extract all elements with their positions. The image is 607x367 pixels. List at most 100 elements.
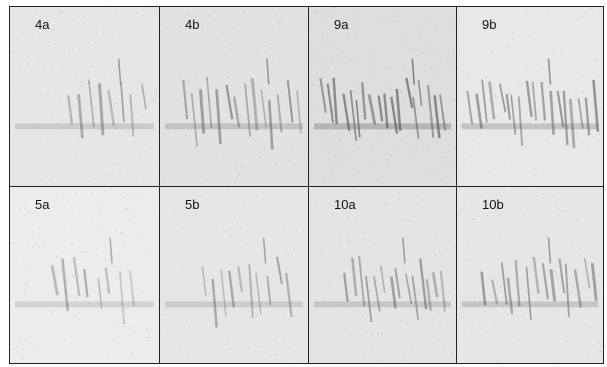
noise-speckle xyxy=(506,46,508,48)
noise-speckle xyxy=(521,83,523,85)
noise-speckle xyxy=(427,83,429,85)
noise-speckle xyxy=(590,113,592,115)
noise-speckle xyxy=(511,27,513,29)
noise-speckle xyxy=(588,79,590,82)
noise-speckle xyxy=(550,17,552,19)
noise-speckle xyxy=(68,239,70,241)
peak-stroke xyxy=(262,237,267,264)
noise-speckle xyxy=(100,279,102,281)
noise-speckle xyxy=(163,78,165,80)
noise-speckle xyxy=(421,306,423,308)
noise-speckle xyxy=(102,22,105,24)
noise-speckle xyxy=(210,138,212,140)
noise-speckle xyxy=(527,242,529,244)
noise-speckle xyxy=(245,114,247,116)
noise-speckle xyxy=(536,195,538,197)
note-stroke xyxy=(475,93,483,129)
low-frequency-band xyxy=(14,123,155,130)
noise-speckle xyxy=(430,41,432,43)
noise-speckle xyxy=(529,36,531,38)
noise-speckle xyxy=(363,188,365,190)
noise-speckle xyxy=(116,332,118,334)
noise-speckle xyxy=(337,74,339,76)
noise-speckle xyxy=(404,107,406,109)
noise-speckle xyxy=(588,145,590,147)
noise-speckle xyxy=(226,184,228,186)
noise-speckle xyxy=(526,132,528,134)
noise-speckle xyxy=(371,348,373,350)
noise-speckle xyxy=(78,318,81,320)
noise-speckle xyxy=(473,331,475,333)
noise-speckle xyxy=(257,145,259,148)
noise-speckle xyxy=(92,99,94,101)
noise-speckle xyxy=(95,141,97,143)
noise-speckle xyxy=(467,217,469,219)
noise-speckle xyxy=(382,122,384,124)
noise-speckle xyxy=(332,109,335,112)
noise-speckle xyxy=(47,209,49,211)
noise-speckle xyxy=(347,38,349,41)
noise-speckle xyxy=(62,164,64,166)
noise-speckle xyxy=(229,199,231,201)
noise-speckle xyxy=(225,192,227,195)
noise-speckle xyxy=(174,213,177,216)
noise-speckle xyxy=(574,54,576,56)
noise-speckle xyxy=(254,146,256,148)
noise-speckle xyxy=(152,99,155,101)
noise-speckle xyxy=(458,53,461,56)
noise-speckle xyxy=(359,275,361,277)
noise-speckle xyxy=(380,89,383,91)
noise-speckle xyxy=(69,163,71,165)
noise-speckle xyxy=(446,191,449,193)
noise-speckle xyxy=(136,12,138,14)
noise-speckle xyxy=(188,325,190,327)
noise-speckle xyxy=(449,350,451,352)
noise-speckle xyxy=(229,29,231,31)
noise-speckle xyxy=(171,351,173,353)
note-stroke xyxy=(182,79,189,120)
note-stroke xyxy=(233,96,241,128)
noise-speckle xyxy=(534,191,536,193)
noise-speckle xyxy=(428,93,430,95)
noise-speckle xyxy=(254,198,256,200)
noise-speckle xyxy=(370,256,372,259)
noise-speckle xyxy=(267,55,269,57)
noise-speckle xyxy=(551,196,554,198)
noise-speckle xyxy=(390,155,392,157)
note-stroke xyxy=(439,270,447,312)
noise-speckle xyxy=(256,229,258,231)
noise-speckle xyxy=(560,196,562,198)
noise-speckle xyxy=(569,52,571,54)
noise-speckle xyxy=(563,334,565,337)
noise-speckle xyxy=(302,230,304,232)
noise-speckle xyxy=(447,181,449,183)
noise-speckle xyxy=(523,133,526,135)
noise-speckle xyxy=(182,65,184,67)
noise-speckle xyxy=(446,317,448,319)
noise-speckle xyxy=(441,159,443,161)
noise-speckle xyxy=(237,106,239,108)
noise-speckle xyxy=(588,264,590,266)
noise-speckle xyxy=(47,239,49,241)
noise-speckle xyxy=(100,75,103,78)
noise-speckle xyxy=(484,26,486,28)
noise-speckle xyxy=(30,60,33,62)
noise-speckle xyxy=(346,157,348,159)
noise-speckle xyxy=(474,139,476,141)
noise-speckle xyxy=(410,338,412,340)
noise-speckle xyxy=(573,128,575,130)
low-frequency-band xyxy=(14,301,155,308)
noise-speckle xyxy=(164,193,166,196)
noise-speckle xyxy=(133,140,135,142)
noise-speckle xyxy=(454,64,456,66)
noise-speckle xyxy=(353,136,355,138)
noise-speckle xyxy=(85,251,87,253)
noise-speckle xyxy=(247,248,249,250)
noise-speckle xyxy=(458,20,460,22)
noise-speckle xyxy=(247,229,249,232)
noise-speckle xyxy=(234,61,236,63)
noise-speckle xyxy=(171,157,173,159)
noise-speckle xyxy=(265,232,267,234)
noise-speckle xyxy=(28,149,30,151)
noise-speckle xyxy=(149,250,151,252)
